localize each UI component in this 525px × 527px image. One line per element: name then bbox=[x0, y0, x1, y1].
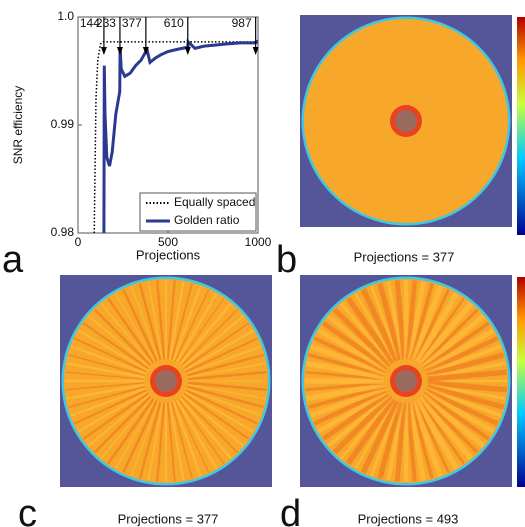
y-tick-label: 0.98 bbox=[51, 225, 75, 239]
x-axis-label: Projections bbox=[136, 247, 201, 262]
colorbar bbox=[517, 277, 525, 487]
image-panel bbox=[60, 275, 272, 487]
annotation-label: 610 bbox=[164, 16, 184, 30]
image-core bbox=[155, 370, 177, 392]
annotation-label: 377 bbox=[122, 16, 142, 30]
figure: SNR efficiency Projections a b c d Proje… bbox=[0, 0, 525, 527]
y-tick-label: 0.99 bbox=[51, 117, 75, 131]
y-axis-label: SNR efficiency bbox=[11, 86, 25, 164]
panel-caption: Projections = 377 bbox=[354, 249, 455, 264]
annotation-label: 233 bbox=[96, 16, 116, 30]
image-core bbox=[395, 110, 417, 132]
x-tick-label: 0 bbox=[75, 235, 82, 249]
panel-caption: Projections = 377 bbox=[118, 511, 219, 526]
legend-label: Equally spaced bbox=[174, 195, 255, 209]
panel-label: c bbox=[18, 493, 37, 527]
colorbar bbox=[517, 17, 525, 235]
panel-caption: Projections = 493 bbox=[358, 511, 459, 526]
x-tick-label: 500 bbox=[158, 235, 178, 249]
panel-label: d bbox=[280, 493, 301, 527]
image-panel bbox=[300, 15, 512, 227]
panel-label: a bbox=[2, 239, 24, 281]
annotation-label: 987 bbox=[232, 16, 252, 30]
panel-label: b bbox=[276, 239, 297, 281]
image-panel bbox=[300, 275, 512, 487]
image-core bbox=[395, 370, 417, 392]
y-tick-label: 1.0 bbox=[57, 9, 74, 23]
x-tick-label: 1000 bbox=[245, 235, 272, 249]
legend-label: Golden ratio bbox=[174, 213, 240, 227]
